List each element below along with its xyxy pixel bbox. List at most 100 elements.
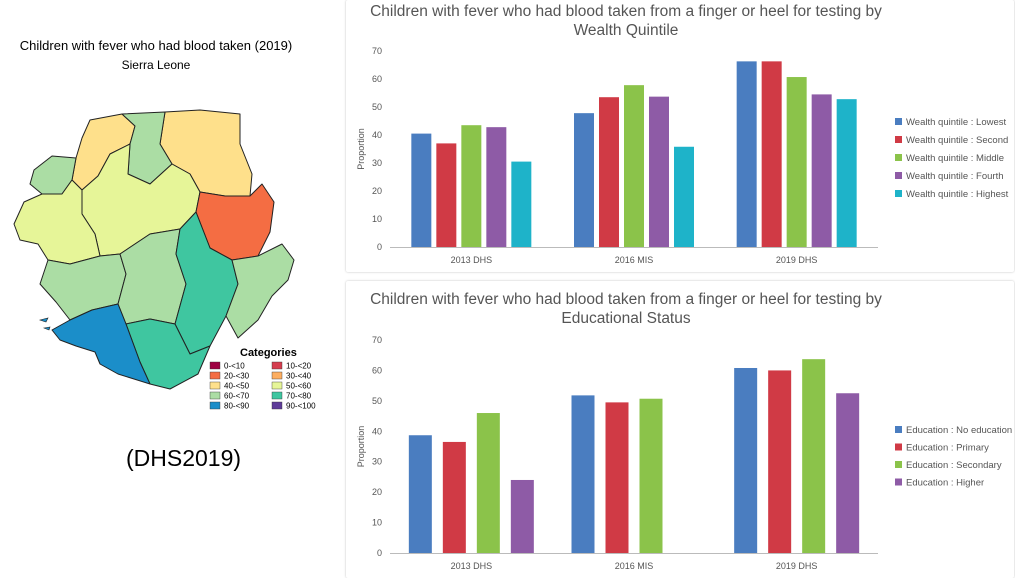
- y-tick-label: 0: [377, 548, 382, 558]
- bar: [734, 367, 758, 553]
- bar: [486, 127, 507, 247]
- map-legend-title: Categories: [240, 347, 297, 359]
- map-legend-label: 80-<90: [224, 402, 250, 411]
- legend-swatch: [895, 136, 902, 143]
- legend-label: Wealth quintile : Middle: [906, 153, 1004, 164]
- legend-label: Education : No education: [906, 425, 1012, 436]
- map-legend-swatch: [271, 361, 283, 370]
- legend-label: Education : Higher: [906, 478, 984, 489]
- map-subtitle: Sierra Leone: [121, 58, 191, 72]
- map-region-kenema: [174, 211, 239, 355]
- bar: [574, 113, 594, 247]
- bar: [599, 97, 619, 247]
- legend-swatch: [895, 461, 902, 468]
- x-tick-label: 2013 DHS: [451, 255, 493, 265]
- y-tick-label: 60: [372, 74, 382, 84]
- chart-title-education: Children with fever who had blood taken …: [370, 291, 882, 327]
- bar: [786, 77, 807, 247]
- bar: [836, 393, 860, 553]
- y-tick-label: 20: [372, 487, 382, 497]
- bar: [408, 435, 432, 553]
- legend-label: Wealth quintile : Highest: [906, 189, 1009, 200]
- y-tick-label: 10: [372, 214, 382, 224]
- bar: [624, 85, 644, 247]
- bar: [674, 146, 694, 247]
- bar: [411, 133, 432, 247]
- y-tick-label: 30: [372, 158, 382, 168]
- x-tick-label: 2016 MIS: [615, 561, 654, 571]
- legend-swatch: [895, 118, 902, 125]
- map-legend-label: 90-<100: [286, 402, 316, 411]
- y-tick-label: 10: [372, 518, 382, 528]
- map-legend-label: 50-<60: [286, 382, 312, 391]
- legend-label: Wealth quintile : Lowest: [906, 117, 1007, 128]
- map-legend-label: 70-<80: [286, 392, 312, 401]
- y-tick-label: 70: [372, 335, 382, 345]
- map-region-west: [13, 179, 101, 265]
- legend-label: Education : Secondary: [906, 460, 1002, 471]
- y-tick-label: 0: [377, 242, 382, 252]
- y-tick-label: 50: [372, 396, 382, 406]
- map-legend-label: 0-<10: [224, 362, 245, 371]
- bar: [511, 161, 532, 247]
- map-legend-swatch: [209, 371, 221, 380]
- y-tick-label: 30: [372, 457, 382, 467]
- y-tick-label: 40: [372, 130, 382, 140]
- bar: [436, 143, 457, 247]
- chart-panel-wealth: Children with fever who had blood taken …: [346, 0, 1014, 272]
- map-legend: 0-<10 10-<20 20-<30 30-<40 40-<50 50-<60 60-<7…: [209, 361, 316, 411]
- y-axis-label: Proportion: [356, 426, 366, 468]
- y-tick-label: 20: [372, 186, 382, 196]
- map-legend-swatch: [209, 401, 221, 410]
- chart-educational-status: 0 10 20 30 40 50 60 70 Proportion 2013 DHS 2016 MI…: [356, 335, 1012, 571]
- legend-label: Wealth quintile : Fourth: [906, 171, 1004, 182]
- chart-title-wealth: Children with fever who had blood taken …: [370, 3, 882, 39]
- map-title: Children with fever who had blood taken …: [19, 38, 293, 53]
- map-region-bonthe: [51, 303, 151, 385]
- bar: [510, 479, 534, 553]
- map-region-kailahun: [225, 243, 295, 339]
- map-legend-label: 10-<20: [286, 362, 312, 371]
- legend-swatch: [895, 443, 902, 451]
- map-legend-swatch: [209, 381, 221, 390]
- map-legend-label: 20-<30: [224, 372, 250, 381]
- map-legend-swatch: [271, 371, 283, 380]
- sierra-leone-map: Categories 0-<10 10-<20 20-<30 30-<40 40-<50…: [13, 109, 316, 411]
- bar: [605, 402, 629, 553]
- map-island: [42, 326, 51, 331]
- bar: [768, 370, 792, 553]
- bar: [836, 99, 857, 247]
- bar: [736, 61, 757, 247]
- legend-swatch: [895, 478, 902, 486]
- bar: [461, 125, 482, 247]
- chart-panel-education: Children with fever who had blood taken …: [346, 281, 1014, 578]
- x-tick-label: 2016 MIS: [615, 255, 654, 265]
- map-legend-swatch: [271, 401, 283, 410]
- legend-swatch: [895, 190, 902, 197]
- map-legend-swatch: [209, 391, 221, 400]
- map-legend-label: 60-<70: [224, 392, 250, 401]
- y-axis-label: Proportion: [356, 128, 366, 170]
- map-legend-swatch: [271, 381, 283, 390]
- x-tick-label: 2013 DHS: [451, 561, 493, 571]
- x-tick-label: 2019 DHS: [776, 561, 818, 571]
- legend-label: Wealth quintile : Second: [906, 135, 1008, 146]
- legend-label: Education : Primary: [906, 443, 989, 454]
- bar: [811, 94, 832, 248]
- y-tick-label: 70: [372, 46, 382, 56]
- map-legend-label: 40-<50: [224, 382, 250, 391]
- y-tick-label: 50: [372, 102, 382, 112]
- footnote-source: (DHS2019): [126, 445, 242, 471]
- y-tick-label: 60: [372, 365, 382, 375]
- map-legend-swatch: [271, 391, 283, 400]
- bar: [802, 359, 826, 553]
- bar: [571, 395, 595, 553]
- map-legend-swatch: [209, 361, 221, 370]
- x-tick-label: 2019 DHS: [776, 255, 818, 265]
- bar: [639, 398, 663, 553]
- map-island: [38, 317, 49, 323]
- map-legend-label: 30-<40: [286, 372, 312, 381]
- legend-swatch: [895, 154, 902, 161]
- bar: [442, 441, 466, 553]
- bar: [761, 61, 782, 247]
